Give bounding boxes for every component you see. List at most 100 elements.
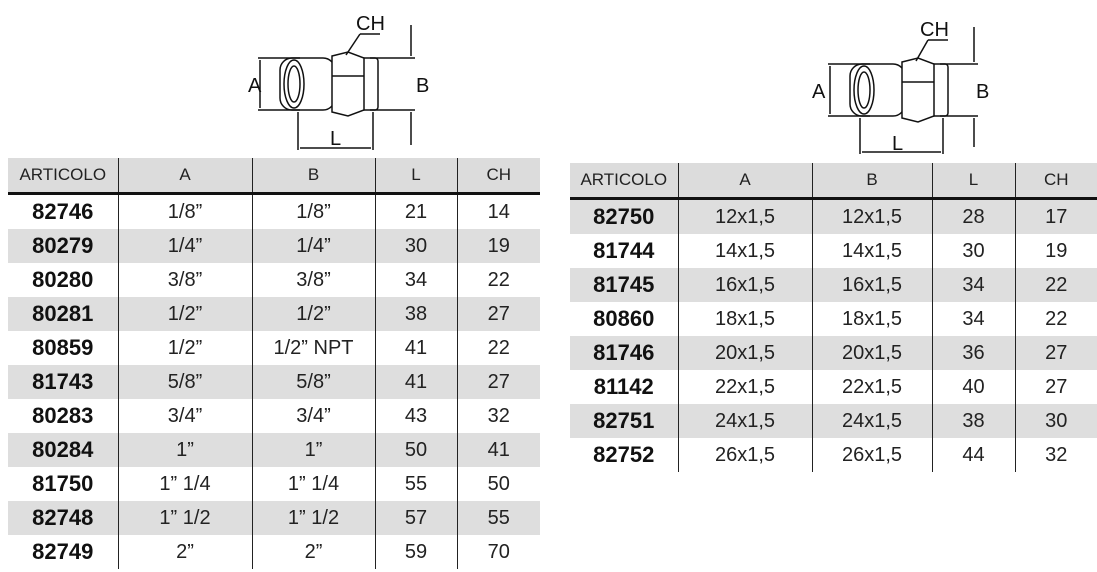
- cell-ch: 50: [456, 467, 540, 501]
- cell-ch: 27: [1014, 370, 1097, 404]
- cell-l: 34: [931, 268, 1015, 302]
- table-row: 82749 2” 2” 59 70: [8, 535, 540, 569]
- table-header-row: ARTICOLO A B L CH: [8, 158, 540, 195]
- cell-b: 1/2”: [251, 297, 375, 331]
- cell-a: 1”: [117, 433, 252, 467]
- cell-articolo: 82752: [593, 442, 655, 467]
- cell-b: 1/2” NPT: [251, 331, 375, 365]
- cell-l: 36: [931, 336, 1015, 370]
- cell-ch: 22: [1014, 268, 1097, 302]
- table-row: 80280 3/8” 3/8” 34 22: [8, 263, 540, 297]
- header-l: L: [931, 163, 1015, 200]
- cell-b: 24x1,5: [811, 404, 932, 438]
- label-b: B: [976, 81, 989, 103]
- cell-a: 24x1,5: [677, 404, 812, 438]
- cell-b: 2”: [251, 535, 375, 569]
- header-articolo: ARTICOLO: [570, 163, 678, 200]
- label-l: L: [892, 133, 903, 155]
- cell-a: 1” 1/2: [117, 501, 252, 535]
- cell-b: 12x1,5: [811, 198, 932, 234]
- table-row: 82751 24x1,5 24x1,5 38 30: [570, 404, 1097, 438]
- table-header-row: ARTICOLO A B L CH: [570, 163, 1097, 200]
- cell-ch: 19: [456, 229, 540, 263]
- cell-b: 5/8”: [251, 365, 375, 399]
- cell-b: 3/4”: [251, 399, 375, 433]
- cell-a: 1/8”: [117, 193, 252, 229]
- cell-a: 1/2”: [117, 297, 252, 331]
- cell-a: 1/2”: [117, 331, 252, 365]
- cell-b: 20x1,5: [811, 336, 932, 370]
- cell-l: 34: [931, 302, 1015, 336]
- header-b: B: [251, 158, 375, 195]
- header-l: L: [374, 158, 457, 195]
- table-row: 81142 22x1,5 22x1,5 40 27: [570, 370, 1097, 404]
- cell-b: 1” 1/4: [251, 467, 375, 501]
- cell-a: 3/4”: [117, 399, 252, 433]
- cell-b: 1”: [251, 433, 375, 467]
- cell-a: 2”: [117, 535, 252, 569]
- cell-articolo: 82746: [32, 199, 94, 224]
- cell-a: 14x1,5: [677, 234, 812, 268]
- header-ch: CH: [456, 158, 540, 195]
- cell-articolo: 80280: [32, 267, 94, 292]
- cell-b: 22x1,5: [811, 370, 932, 404]
- cell-articolo: 82751: [570, 404, 678, 438]
- cell-b: 1/8”: [251, 193, 375, 229]
- cell-a: 1” 1/4: [117, 467, 252, 501]
- cell-ch: 41: [456, 433, 540, 467]
- cell-l: 30: [931, 234, 1015, 268]
- label-ch: CH: [920, 19, 949, 41]
- table-row: 82746 1/8” 1/8” 21 14: [8, 193, 540, 229]
- cell-ch: 27: [1014, 336, 1097, 370]
- label-l: L: [330, 128, 341, 150]
- label-b: B: [416, 75, 429, 97]
- cell-l: 59: [374, 535, 457, 569]
- cell-b: 3/8”: [251, 263, 375, 297]
- header-a: A: [117, 158, 252, 195]
- cell-ch: 22: [1014, 302, 1097, 336]
- cell-b: 14x1,5: [811, 234, 932, 268]
- cell-ch: 70: [456, 535, 540, 569]
- table-row: 81745 16x1,5 16x1,5 34 22: [570, 268, 1097, 302]
- cell-a: 5/8”: [117, 365, 252, 399]
- cell-l: 21: [374, 193, 457, 229]
- header-b: B: [811, 163, 932, 200]
- cell-a: 12x1,5: [677, 198, 812, 234]
- cell-articolo: 81743: [8, 365, 118, 399]
- cell-articolo: 82748: [8, 501, 118, 535]
- cell-l: 57: [374, 501, 457, 535]
- cell-ch: 32: [456, 399, 540, 433]
- cell-l: 43: [374, 399, 457, 433]
- header-ch: CH: [1014, 163, 1097, 200]
- cell-a: 20x1,5: [677, 336, 812, 370]
- cell-ch: 22: [456, 263, 540, 297]
- cell-articolo: 81142: [593, 374, 654, 399]
- cell-l: 38: [931, 404, 1015, 438]
- cell-l: 38: [374, 297, 457, 331]
- cell-l: 44: [931, 438, 1015, 472]
- cell-ch: 30: [1014, 404, 1097, 438]
- table-row: 80283 3/4” 3/4” 43 32: [8, 399, 540, 433]
- cell-b: 16x1,5: [811, 268, 932, 302]
- cell-articolo: 80860: [593, 306, 655, 331]
- label-ch: CH: [356, 13, 385, 35]
- cell-b: 18x1,5: [811, 302, 932, 336]
- table-row: 80860 18x1,5 18x1,5 34 22: [570, 302, 1097, 336]
- fitting-diagram-right: A B L CH: [812, 19, 989, 155]
- label-a: A: [812, 81, 826, 103]
- cell-l: 55: [374, 467, 457, 501]
- cell-a: 3/8”: [117, 263, 252, 297]
- cell-articolo: 82749: [32, 539, 94, 564]
- cell-ch: 27: [456, 365, 540, 399]
- table-row: 82750 12x1,5 12x1,5 28 17: [570, 198, 1097, 234]
- cell-ch: 27: [456, 297, 540, 331]
- table-row: 81750 1” 1/4 1” 1/4 55 50: [8, 467, 540, 501]
- label-a: A: [248, 75, 262, 97]
- cell-l: 30: [374, 229, 457, 263]
- cell-articolo: 80859: [32, 335, 94, 360]
- dimensions-table-left: ARTICOLO A B L CH 82746 1/8” 1/8” 21 14 80279 1/4”…: [8, 158, 540, 569]
- cell-a: 26x1,5: [677, 438, 812, 472]
- table-row: 82752 26x1,5 26x1,5 44 32: [570, 438, 1097, 472]
- table-row: 80279 1/4” 1/4” 30 19: [8, 229, 540, 263]
- cell-b: 1/4”: [251, 229, 375, 263]
